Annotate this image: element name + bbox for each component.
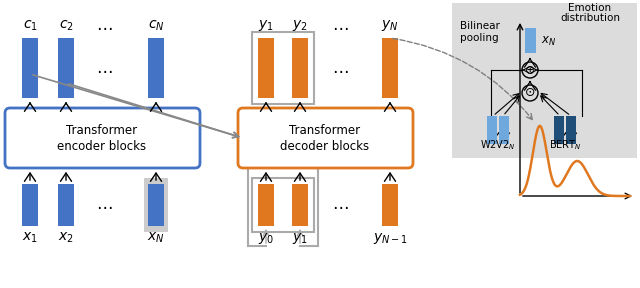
Bar — [566, 116, 576, 144]
Text: Bilinear: Bilinear — [460, 21, 500, 31]
Bar — [487, 116, 497, 144]
Bar — [292, 184, 308, 226]
Text: Transformer: Transformer — [67, 124, 138, 137]
Text: $\cdots$: $\cdots$ — [332, 61, 348, 79]
Bar — [566, 122, 576, 140]
Text: $\cdots$: $\cdots$ — [96, 61, 112, 79]
Bar — [452, 3, 637, 158]
FancyBboxPatch shape — [5, 108, 200, 168]
Bar — [258, 38, 274, 98]
Text: $x_2$: $x_2$ — [58, 231, 74, 245]
Bar — [22, 184, 38, 226]
FancyBboxPatch shape — [238, 108, 413, 168]
Text: $c_2$: $c_2$ — [59, 19, 74, 33]
Text: $y_2$: $y_2$ — [292, 18, 308, 33]
Bar — [258, 184, 274, 226]
Text: $y_1$: $y_1$ — [258, 18, 274, 33]
Bar — [382, 38, 398, 98]
Text: $y_N$: $y_N$ — [381, 18, 399, 33]
Text: $\cdots$: $\cdots$ — [332, 197, 348, 215]
Bar — [382, 184, 398, 226]
Text: $y_0$: $y_0$ — [258, 231, 274, 246]
Text: $y_1$: $y_1$ — [292, 231, 308, 246]
Text: Emotion: Emotion — [568, 3, 612, 13]
Bar — [58, 38, 74, 98]
Bar — [487, 122, 497, 140]
Bar — [292, 38, 308, 98]
Text: decoder blocks: decoder blocks — [280, 141, 369, 154]
Text: $x_N$: $x_N$ — [541, 35, 556, 48]
Bar — [525, 28, 536, 53]
Bar — [499, 122, 509, 140]
Text: $\odot$: $\odot$ — [524, 86, 536, 99]
Text: Transformer: Transformer — [289, 124, 360, 137]
Text: $\cdots$: $\cdots$ — [332, 18, 348, 36]
Bar — [252, 32, 314, 104]
Text: BERT$_N$: BERT$_N$ — [548, 138, 581, 152]
Bar — [252, 178, 314, 232]
Text: $y_{N-1}$: $y_{N-1}$ — [372, 231, 408, 246]
Bar — [144, 178, 168, 232]
Bar — [148, 38, 164, 98]
Bar — [148, 184, 164, 226]
Text: W2V2$_N$: W2V2$_N$ — [480, 138, 516, 152]
Text: $x_N$: $x_N$ — [147, 231, 165, 245]
Text: encoder blocks: encoder blocks — [58, 141, 147, 154]
Text: $\oplus$: $\oplus$ — [524, 63, 536, 77]
Bar — [499, 116, 509, 144]
Bar — [554, 122, 564, 140]
Bar — [58, 184, 74, 226]
Text: $c_N$: $c_N$ — [148, 19, 164, 33]
Text: distribution: distribution — [560, 13, 620, 23]
Text: $x_1$: $x_1$ — [22, 231, 38, 245]
Bar — [22, 38, 38, 98]
Text: $\cdots$: $\cdots$ — [96, 18, 112, 36]
Text: $c_1$: $c_1$ — [22, 19, 37, 33]
Bar — [554, 116, 564, 144]
Text: $\cdots$: $\cdots$ — [96, 197, 112, 215]
Text: pooling: pooling — [460, 33, 499, 43]
